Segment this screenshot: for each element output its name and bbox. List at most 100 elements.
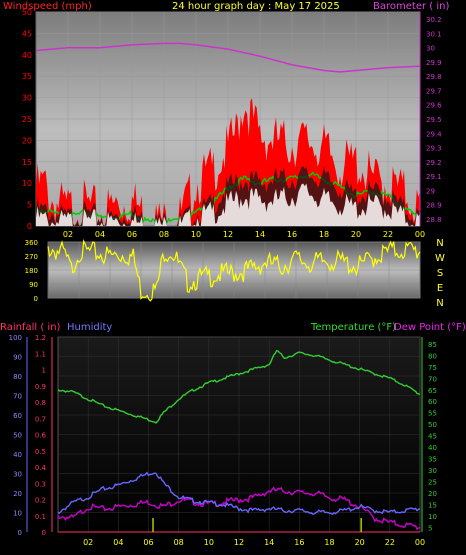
temperature-tick-label: 5 xyxy=(428,524,432,532)
climate-panel-grid xyxy=(58,336,421,533)
climate-hour-label: 22 xyxy=(385,538,395,547)
wind-hour-label: 08 xyxy=(159,230,169,239)
temperature-tick-label: 25 xyxy=(428,479,437,487)
wind-hour-label: 06 xyxy=(127,230,137,239)
barometer-tick-label: 29 xyxy=(426,187,435,195)
temperature-tick-label: 35 xyxy=(428,456,437,464)
humidity-line xyxy=(57,471,421,515)
barometer-tick-label: 29.3 xyxy=(426,145,442,153)
wind-panel-ticks: 0 5 10 15 20 25 30 35 40 45 50 28.8 28.9 29 29.1 29.2 29… xyxy=(22,8,442,239)
wind-tick-label: 25 xyxy=(22,115,32,124)
wind-tick-label: 0 xyxy=(27,222,32,231)
wind-tick-label: 15 xyxy=(22,158,32,167)
barometer-tick-label: 29.5 xyxy=(426,116,442,124)
wind-tick-label: 10 xyxy=(22,179,32,188)
barometer-tick-label: 28.8 xyxy=(426,216,442,224)
climate-hour-label: 20 xyxy=(355,538,365,547)
wind-tick-label: 50 xyxy=(22,8,32,17)
barometer-tick-label: 29.8 xyxy=(426,73,442,81)
direction-panel-ticks: 360 270 180 90 0 xyxy=(25,239,38,303)
humidity-tick-label: 60 xyxy=(13,412,22,420)
temperature-tick-label: 50 xyxy=(428,421,437,429)
rain-tick-label: 0.8 xyxy=(35,399,46,407)
humidity-tick-label: 70 xyxy=(13,393,22,401)
humidity-tick-label: 30 xyxy=(13,471,22,479)
humidity-tick-label: 0 xyxy=(18,529,22,537)
rain-tick-label: 0.7 xyxy=(35,415,46,423)
wind-panel-series xyxy=(35,42,421,226)
barometer-axis-title: Barometer ( in) xyxy=(373,1,449,12)
wind-hour-label: 04 xyxy=(95,230,105,239)
rain-tick-label: 0.1 xyxy=(35,513,46,521)
barometer-tick-label: 29.9 xyxy=(426,59,442,67)
rainfall-axis-title: Rainfall ( in) xyxy=(0,322,61,333)
humidity-tick-label: 100 xyxy=(9,334,22,342)
direction-tick-label: 90 xyxy=(29,281,38,289)
compass-label: N xyxy=(436,298,443,309)
climate-panel-ticks: 010203040506070809010000.10.20.30.40.50.… xyxy=(9,334,437,547)
temperature-axis-title: Temperature (°F) xyxy=(310,322,396,333)
temperature-line xyxy=(57,349,421,424)
climate-hour-label: 12 xyxy=(234,538,244,547)
barometer-tick-label: 29.2 xyxy=(426,159,442,167)
wind-tick-label: 5 xyxy=(27,201,32,210)
rain-tick-label: 1.2 xyxy=(35,334,46,342)
temperature-tick-label: 75 xyxy=(428,364,437,372)
wind-tick-label: 35 xyxy=(22,72,32,81)
rain-tick-label: 0.3 xyxy=(35,480,46,488)
climate-hour-label: 18 xyxy=(324,538,334,547)
wind-tick-label: 30 xyxy=(22,94,32,103)
humidity-tick-label: 20 xyxy=(13,490,22,498)
climate-hour-label: 00 xyxy=(415,538,425,547)
direction-tick-label: 180 xyxy=(25,267,38,275)
compass-label: N xyxy=(436,238,443,249)
barometer-line xyxy=(35,42,421,73)
barometer-tick-label: 29.7 xyxy=(426,87,442,95)
rain-tick-label: 0.6 xyxy=(35,432,47,440)
temperature-tick-label: 85 xyxy=(428,341,437,349)
humidity-tick-label: 90 xyxy=(13,354,22,362)
compass-label: S xyxy=(437,268,443,279)
rain-tick-label: 0 xyxy=(42,529,46,537)
temperature-tick-label: 30 xyxy=(428,467,437,475)
wind-hour-label: 02 xyxy=(63,230,73,239)
wind-axis-title: Windspeed (mph) xyxy=(3,1,92,12)
graph-title: 24 hour graph day : May 17 2025 xyxy=(172,1,340,12)
wind-tick-label: 40 xyxy=(22,51,32,60)
barometer-tick-label: 30.2 xyxy=(426,16,442,24)
dewpoint-axis-title: Dew Point (°F) xyxy=(394,322,466,333)
humidity-tick-label: 50 xyxy=(13,432,22,440)
wind-hour-label: 10 xyxy=(191,230,201,239)
temperature-tick-label: 55 xyxy=(428,410,437,418)
wind-hour-label: 14 xyxy=(255,230,265,239)
temperature-tick-label: 80 xyxy=(428,352,437,360)
humidity-tick-label: 80 xyxy=(13,373,22,381)
wind-low-area xyxy=(36,183,420,226)
humidity-tick-label: 40 xyxy=(13,451,22,459)
temperature-tick-label: 40 xyxy=(428,444,437,452)
barometer-tick-label: 29.1 xyxy=(426,173,442,181)
wind-hour-label: 16 xyxy=(287,230,297,239)
wind-hour-label: 20 xyxy=(351,230,361,239)
rain-tick-label: 0.2 xyxy=(35,497,46,505)
barometer-tick-label: 29.4 xyxy=(426,130,442,138)
compass-label: W xyxy=(435,253,445,264)
temperature-tick-label: 10 xyxy=(428,513,437,521)
wind-hour-label: 22 xyxy=(383,230,393,239)
barometer-tick-label: 30 xyxy=(426,45,435,53)
rain-tick-label: 0.9 xyxy=(35,383,46,391)
rain-tick-label: 1.1 xyxy=(35,350,46,358)
barometer-tick-label: 29.6 xyxy=(426,102,442,110)
wind-direction-line xyxy=(47,238,421,302)
wind-hour-label: 12 xyxy=(223,230,233,239)
wind-hour-label: 18 xyxy=(319,230,329,239)
temperature-tick-label: 60 xyxy=(428,398,437,406)
rain-tick-label: 1 xyxy=(42,367,46,375)
compass-label: E xyxy=(437,283,443,294)
climate-hour-label: 16 xyxy=(294,538,304,547)
wind-tick-label: 45 xyxy=(22,29,32,38)
climate-hour-label: 06 xyxy=(143,538,153,547)
climate-hour-label: 02 xyxy=(83,538,93,547)
